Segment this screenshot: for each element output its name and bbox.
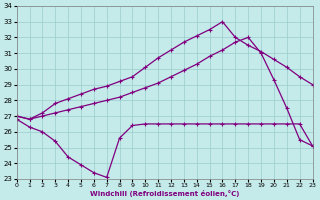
X-axis label: Windchill (Refroidissement éolien,°C): Windchill (Refroidissement éolien,°C) — [90, 190, 239, 197]
